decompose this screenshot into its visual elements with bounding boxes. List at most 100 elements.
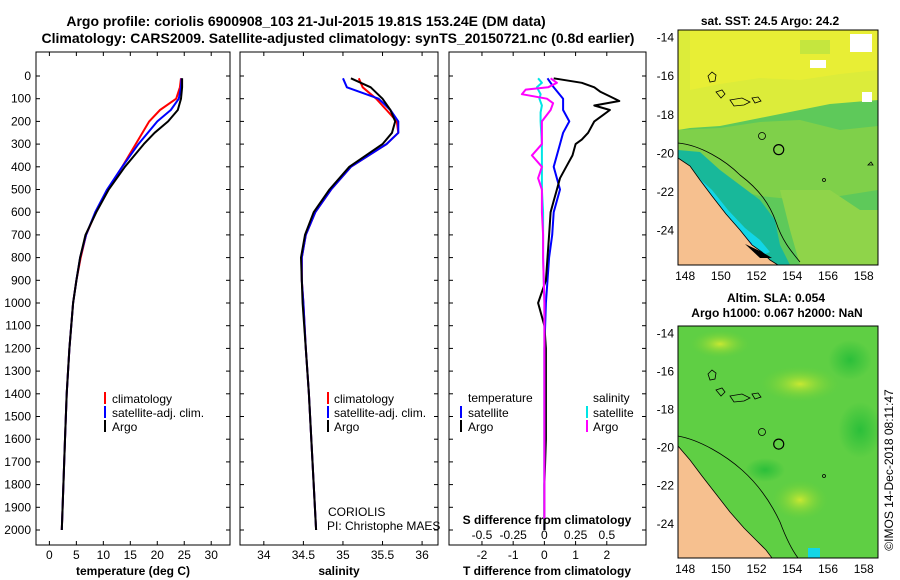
map-lat-label: -24 bbox=[657, 223, 675, 237]
legend-t-satellite: satellite bbox=[468, 406, 509, 420]
series-line-satellite-adj-clim- bbox=[60, 78, 183, 531]
sst-patch bbox=[800, 40, 830, 54]
map-lat-label: -22 bbox=[657, 479, 675, 493]
x-tick-label: 0 bbox=[541, 528, 548, 542]
x-tick-label: -1 bbox=[508, 548, 519, 562]
x-tick-label: 10 bbox=[97, 548, 111, 562]
depth-tick-label: 1900 bbox=[4, 500, 31, 514]
x-tick-label: 2 bbox=[603, 548, 610, 562]
depth-tick-label: 600 bbox=[11, 205, 31, 219]
map-lon-label: 158 bbox=[854, 562, 874, 576]
sla-low-blob bbox=[838, 402, 878, 458]
legend-argo: Argo bbox=[112, 420, 138, 434]
map-lon-label: 158 bbox=[854, 269, 874, 283]
x-tick-label: -2 bbox=[477, 548, 488, 562]
map-lon-label: 148 bbox=[675, 562, 695, 576]
depth-tick-label: 1200 bbox=[4, 341, 31, 355]
series-line-t-argo bbox=[537, 77, 621, 530]
x-tick-label: 5 bbox=[73, 548, 80, 562]
difference-legend: temperature satellite Argo salinity sate… bbox=[460, 391, 634, 434]
salinity-legend: climatology satellite-adj. clim. Argo CO… bbox=[327, 392, 440, 533]
sst-east-region bbox=[780, 190, 878, 265]
sst-missing-patch bbox=[862, 92, 872, 102]
x-tick-label: 35.5 bbox=[371, 548, 395, 562]
x-tick-label: 0 bbox=[541, 548, 548, 562]
map-lon-label: 156 bbox=[818, 562, 838, 576]
sst-warmest-region bbox=[690, 30, 878, 90]
reef-outline bbox=[758, 428, 766, 436]
x-tick-label: 25 bbox=[178, 548, 192, 562]
depth-tick-label: 800 bbox=[11, 251, 31, 265]
legend-t-argo: Argo bbox=[468, 420, 494, 434]
map-lon-label: 150 bbox=[711, 562, 731, 576]
sla-land bbox=[678, 445, 773, 558]
x-tick-label: 30 bbox=[205, 548, 219, 562]
legend-satellite: satellite-adj. clim. bbox=[334, 406, 426, 420]
reef-outline bbox=[729, 97, 751, 107]
x-tick-label: 1 bbox=[572, 548, 579, 562]
map-lat-label: -20 bbox=[657, 146, 675, 160]
sla-low-blob bbox=[745, 458, 785, 482]
depth-tick-label: 500 bbox=[11, 183, 31, 197]
reef-outline bbox=[822, 474, 826, 478]
map-lon-label: 156 bbox=[818, 269, 838, 283]
legend-climatology: climatology bbox=[334, 392, 394, 406]
x-tick-label: 36 bbox=[415, 548, 429, 562]
legend-s-argo: Argo bbox=[593, 420, 619, 434]
temperature-legend: climatology satellite-adj. clim. Argo bbox=[104, 392, 204, 434]
map-lat-label: -14 bbox=[657, 31, 675, 45]
reef-outline bbox=[751, 96, 762, 104]
sst-missing-patch bbox=[850, 34, 872, 52]
legend-s-satellite: satellite bbox=[593, 406, 634, 420]
reef-outline bbox=[751, 392, 762, 400]
x-tick-label: 35 bbox=[336, 548, 350, 562]
sst-land bbox=[678, 157, 779, 265]
map-lon-label: 148 bbox=[675, 269, 695, 283]
legend-temperature-title: temperature bbox=[468, 391, 533, 405]
map-lat-label: -16 bbox=[657, 69, 675, 83]
x-tick-label: 0 bbox=[46, 548, 53, 562]
series-line-argo bbox=[60, 78, 184, 531]
sla-high-blob bbox=[772, 480, 828, 520]
depth-tick-label: 700 bbox=[11, 228, 31, 242]
sst-map bbox=[678, 30, 878, 265]
depth-tick-label: 1600 bbox=[4, 432, 31, 446]
map-lat-label: -20 bbox=[657, 441, 675, 455]
map-lon-label: 152 bbox=[747, 269, 767, 283]
data-centre-label: CORIOLIS bbox=[328, 505, 385, 519]
sla-map-title-1: Altim. SLA: 0.054 bbox=[727, 291, 825, 305]
depth-tick-label: 1300 bbox=[4, 364, 31, 378]
map-lat-label: -14 bbox=[657, 327, 675, 341]
map-lat-label: -22 bbox=[657, 185, 675, 199]
float-position-marker bbox=[773, 144, 785, 156]
depth-tick-label: 1100 bbox=[5, 319, 31, 333]
axes-ticks: 0100200300400500600700800900100011001200… bbox=[4, 30, 878, 576]
sst-missing-patch bbox=[810, 60, 826, 68]
map-lon-label: 154 bbox=[782, 562, 802, 576]
series-line-argo bbox=[300, 77, 397, 531]
depth-tick-label: 100 bbox=[11, 92, 31, 106]
reef-outline bbox=[867, 161, 874, 166]
x-tick-label: 15 bbox=[124, 548, 138, 562]
x-tick-label: -0.25 bbox=[499, 528, 527, 542]
credit-text: ©IMOS 14-Dec-2018 08:11:47 bbox=[882, 389, 896, 551]
sst-cyan-strip bbox=[690, 170, 770, 256]
depth-tick-label: 400 bbox=[11, 160, 31, 174]
map-lat-label: -18 bbox=[657, 403, 675, 417]
depth-tick-label: 900 bbox=[11, 273, 31, 287]
salinity-panel-frame bbox=[239, 51, 439, 546]
depth-tick-label: 1700 bbox=[4, 455, 31, 469]
temperature-xlabel: temperature (deg C) bbox=[76, 564, 190, 578]
depth-tick-label: 300 bbox=[11, 137, 31, 151]
series-line-s-argo bbox=[520, 77, 558, 519]
sst-shelf-teal bbox=[678, 150, 790, 265]
sst-map-title: sat. SST: 24.5 Argo: 24.2 bbox=[701, 14, 840, 28]
reef-outline bbox=[822, 178, 826, 182]
salinity-xlabel: salinity bbox=[318, 564, 360, 578]
series-line-satellite-adj-clim- bbox=[300, 77, 400, 531]
sla-map-frame bbox=[677, 325, 879, 559]
depth-tick-label: 1500 bbox=[4, 410, 31, 424]
map-lat-label: -16 bbox=[657, 365, 675, 379]
